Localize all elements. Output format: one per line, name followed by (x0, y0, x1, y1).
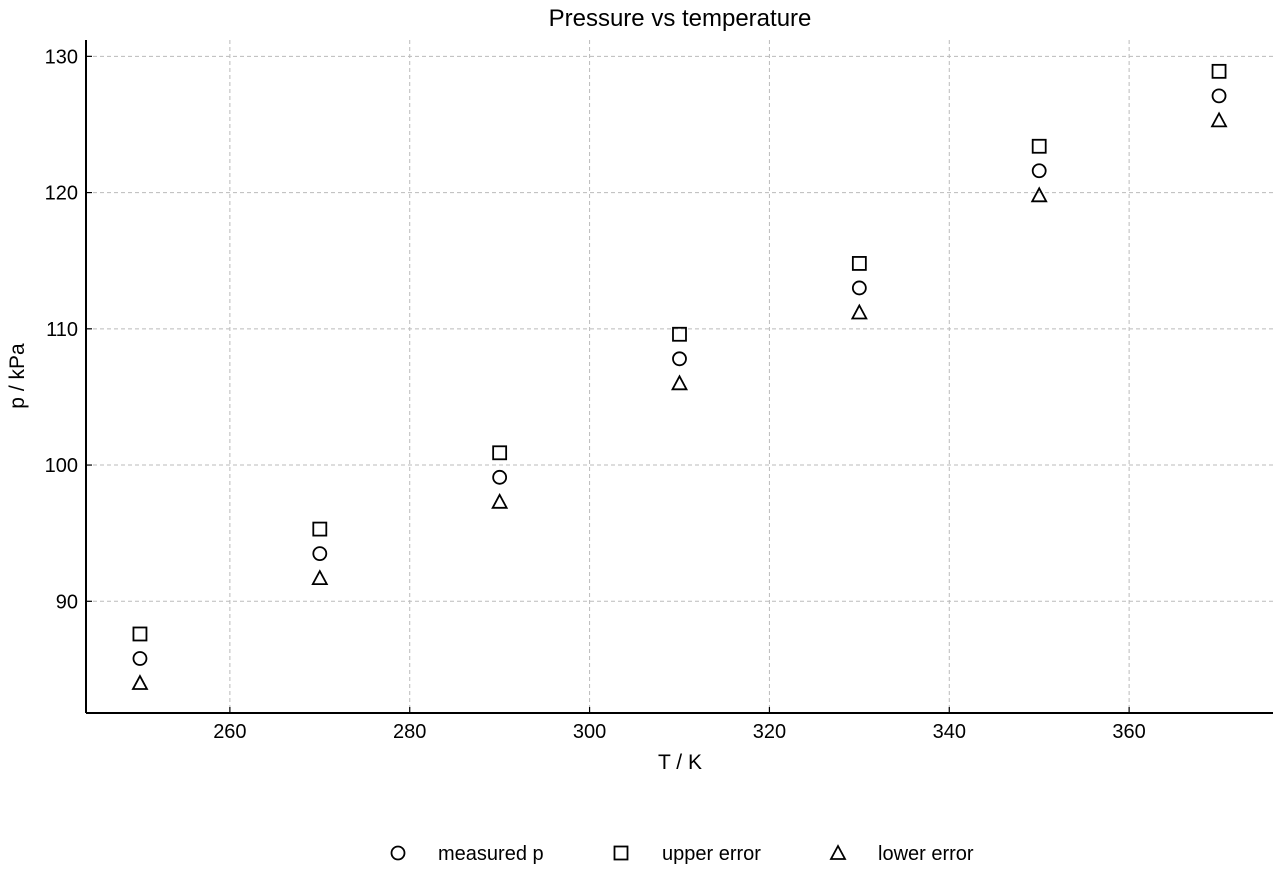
data-point-triangle (1030, 186, 1048, 203)
legend: measured p upper error lower error (390, 843, 974, 865)
x-tick-label: 280 (393, 721, 426, 743)
data-point-square (312, 521, 328, 537)
legend-item: upper error (613, 843, 761, 865)
y-tick-label: 90 (56, 591, 78, 613)
legend-marker-circle (390, 845, 406, 861)
x-tick-label: 340 (933, 721, 966, 743)
grid (86, 40, 1273, 713)
series-circle (132, 88, 1227, 666)
legend-marker-triangle (829, 844, 847, 860)
y-axis-title: p / kPa (6, 343, 29, 409)
series-square (132, 63, 1227, 642)
data-point-square (1031, 138, 1047, 154)
data-point-triangle (850, 303, 868, 320)
y-tick-label: 120 (45, 183, 78, 205)
data-point-circle (312, 546, 328, 562)
data-point-triangle (131, 674, 149, 690)
data-point-circle (851, 280, 867, 296)
x-tick-label: 260 (213, 721, 246, 743)
data-point-triangle (1210, 111, 1228, 128)
data-marks (131, 63, 1228, 690)
chart-title: Pressure vs temperature (549, 5, 812, 32)
data-point-circle (492, 469, 508, 485)
data-point-square (851, 256, 867, 271)
data-point-circle (132, 651, 148, 666)
data-point-circle (672, 351, 687, 367)
legend-label: lower error (878, 843, 974, 865)
legend-label: upper error (662, 843, 761, 865)
x-tick-label: 360 (1112, 721, 1145, 743)
legend-marker-square (613, 845, 629, 861)
legend-item: measured p (390, 843, 544, 865)
ticks: 260 280 300 320 340 360 90 100 110 120 130 (45, 46, 1146, 743)
y-tick-label: 110 (46, 319, 78, 341)
data-point-square (1211, 63, 1227, 79)
data-point-square (672, 326, 687, 342)
y-tick-label: 130 (45, 46, 78, 68)
data-point-circle (1211, 88, 1227, 104)
data-point-square (492, 445, 508, 461)
y-tick-label: 100 (45, 455, 78, 477)
data-point-triangle (311, 569, 329, 586)
data-point-triangle (491, 492, 509, 509)
data-point-triangle (670, 374, 689, 391)
x-tick-label: 300 (573, 721, 606, 743)
x-axis-title: T / K (658, 751, 702, 774)
x-tick-label: 320 (753, 721, 786, 743)
legend-item: lower error (829, 843, 974, 865)
data-point-square (132, 626, 148, 642)
data-point-circle (1031, 163, 1047, 179)
legend-label: measured p (438, 843, 544, 865)
series-triangle (131, 111, 1228, 690)
